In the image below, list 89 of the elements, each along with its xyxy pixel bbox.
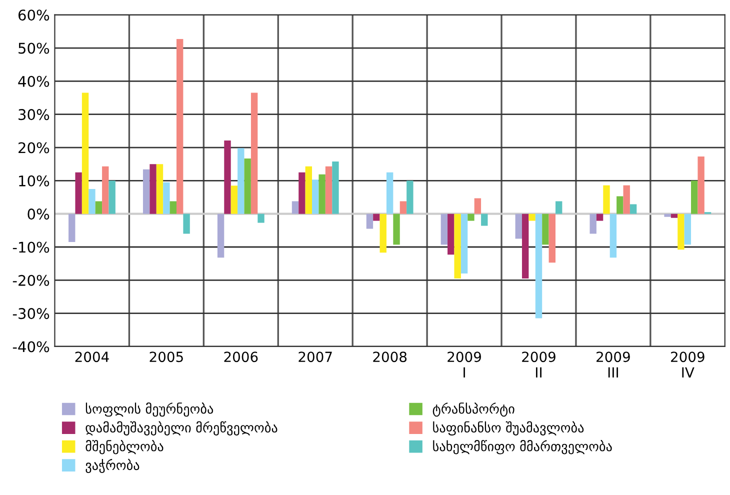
bar xyxy=(678,214,684,250)
bar xyxy=(95,201,102,214)
y-tick-label: -20% xyxy=(12,274,50,286)
y-tick-label: 0% xyxy=(28,208,50,220)
bar xyxy=(474,198,482,214)
bar xyxy=(250,92,258,214)
bar xyxy=(623,185,630,214)
legend-label: მშენებლობა xyxy=(86,440,164,454)
bar xyxy=(230,186,238,214)
y-tick-label: -30% xyxy=(12,308,50,320)
x-tick-label: 2009 II xyxy=(522,352,556,378)
bar xyxy=(82,92,89,214)
bar xyxy=(325,166,332,214)
bar xyxy=(535,214,542,318)
x-tick-label: 2009 III xyxy=(596,352,630,378)
bar xyxy=(332,161,339,214)
bar xyxy=(616,196,624,214)
bar xyxy=(108,180,116,214)
bar xyxy=(603,185,610,214)
bar xyxy=(386,172,394,214)
bar xyxy=(258,214,264,223)
bar xyxy=(555,201,562,214)
bar xyxy=(163,182,170,214)
x-tick-label: 2007 xyxy=(298,352,332,362)
bar xyxy=(176,39,184,214)
bar xyxy=(292,201,299,214)
bar xyxy=(88,188,96,214)
bar xyxy=(468,214,474,221)
bar xyxy=(448,214,454,255)
x-tick-label: 2008 xyxy=(373,352,407,362)
bar xyxy=(183,214,190,234)
bar xyxy=(366,214,374,229)
bar xyxy=(454,214,461,279)
bar xyxy=(68,214,76,242)
bar xyxy=(406,180,414,214)
bar xyxy=(393,214,400,245)
bar xyxy=(548,214,556,263)
legend-label: ტრანსპორტი xyxy=(432,402,514,417)
bar xyxy=(542,214,549,245)
bar xyxy=(318,174,326,214)
bar xyxy=(380,214,386,253)
bar xyxy=(670,214,678,218)
y-tick-label: -10% xyxy=(12,242,50,253)
legend-label: საფინანსო შუამავლობა xyxy=(433,421,584,436)
legend-label: სოფლის მეურნეობა xyxy=(86,402,214,417)
bar xyxy=(298,172,306,214)
y-tick-label: 10% xyxy=(19,175,50,186)
bar xyxy=(590,214,596,234)
bar xyxy=(156,164,164,214)
bar xyxy=(238,148,244,214)
bar xyxy=(305,166,312,214)
bar xyxy=(170,201,176,214)
bar xyxy=(142,169,150,214)
bar xyxy=(630,204,637,214)
bar xyxy=(528,214,536,221)
bar xyxy=(440,214,448,245)
bar xyxy=(244,158,251,214)
bar xyxy=(217,214,224,258)
y-tick-label: 60% xyxy=(18,10,50,21)
bar xyxy=(373,214,380,221)
legend-label: დამამუშავებელი მრეწველობა xyxy=(86,421,278,436)
bar xyxy=(515,214,522,239)
y-tick-label: 30% xyxy=(18,109,50,120)
bar xyxy=(400,201,407,214)
x-tick-label: 2005 xyxy=(150,352,183,362)
bar xyxy=(684,214,692,245)
bar xyxy=(610,214,617,258)
x-tick-label: 2004 xyxy=(75,352,109,362)
legend-label: ვაჭრობა xyxy=(86,458,140,473)
y-tick-label: -40% xyxy=(12,341,50,352)
y-tick-label: 20% xyxy=(18,142,50,154)
bar xyxy=(460,214,468,274)
x-tick-label: 2009 IV xyxy=(671,352,704,378)
legend-label: სახელმწიფო მმართველობა xyxy=(433,440,612,454)
y-tick-label: 40% xyxy=(18,76,50,87)
bar xyxy=(664,214,671,217)
bar xyxy=(224,140,231,214)
bar xyxy=(75,172,82,214)
bar xyxy=(312,180,319,214)
bar xyxy=(691,180,698,214)
bar xyxy=(150,164,156,214)
bar xyxy=(596,214,604,221)
bar xyxy=(522,214,529,279)
x-tick-label: 2009 I xyxy=(448,352,481,378)
x-tick-label: 2006 xyxy=(224,352,258,362)
bar xyxy=(481,214,488,226)
bar xyxy=(698,156,704,214)
y-tick-label: 50% xyxy=(18,42,50,54)
bar xyxy=(102,166,109,214)
